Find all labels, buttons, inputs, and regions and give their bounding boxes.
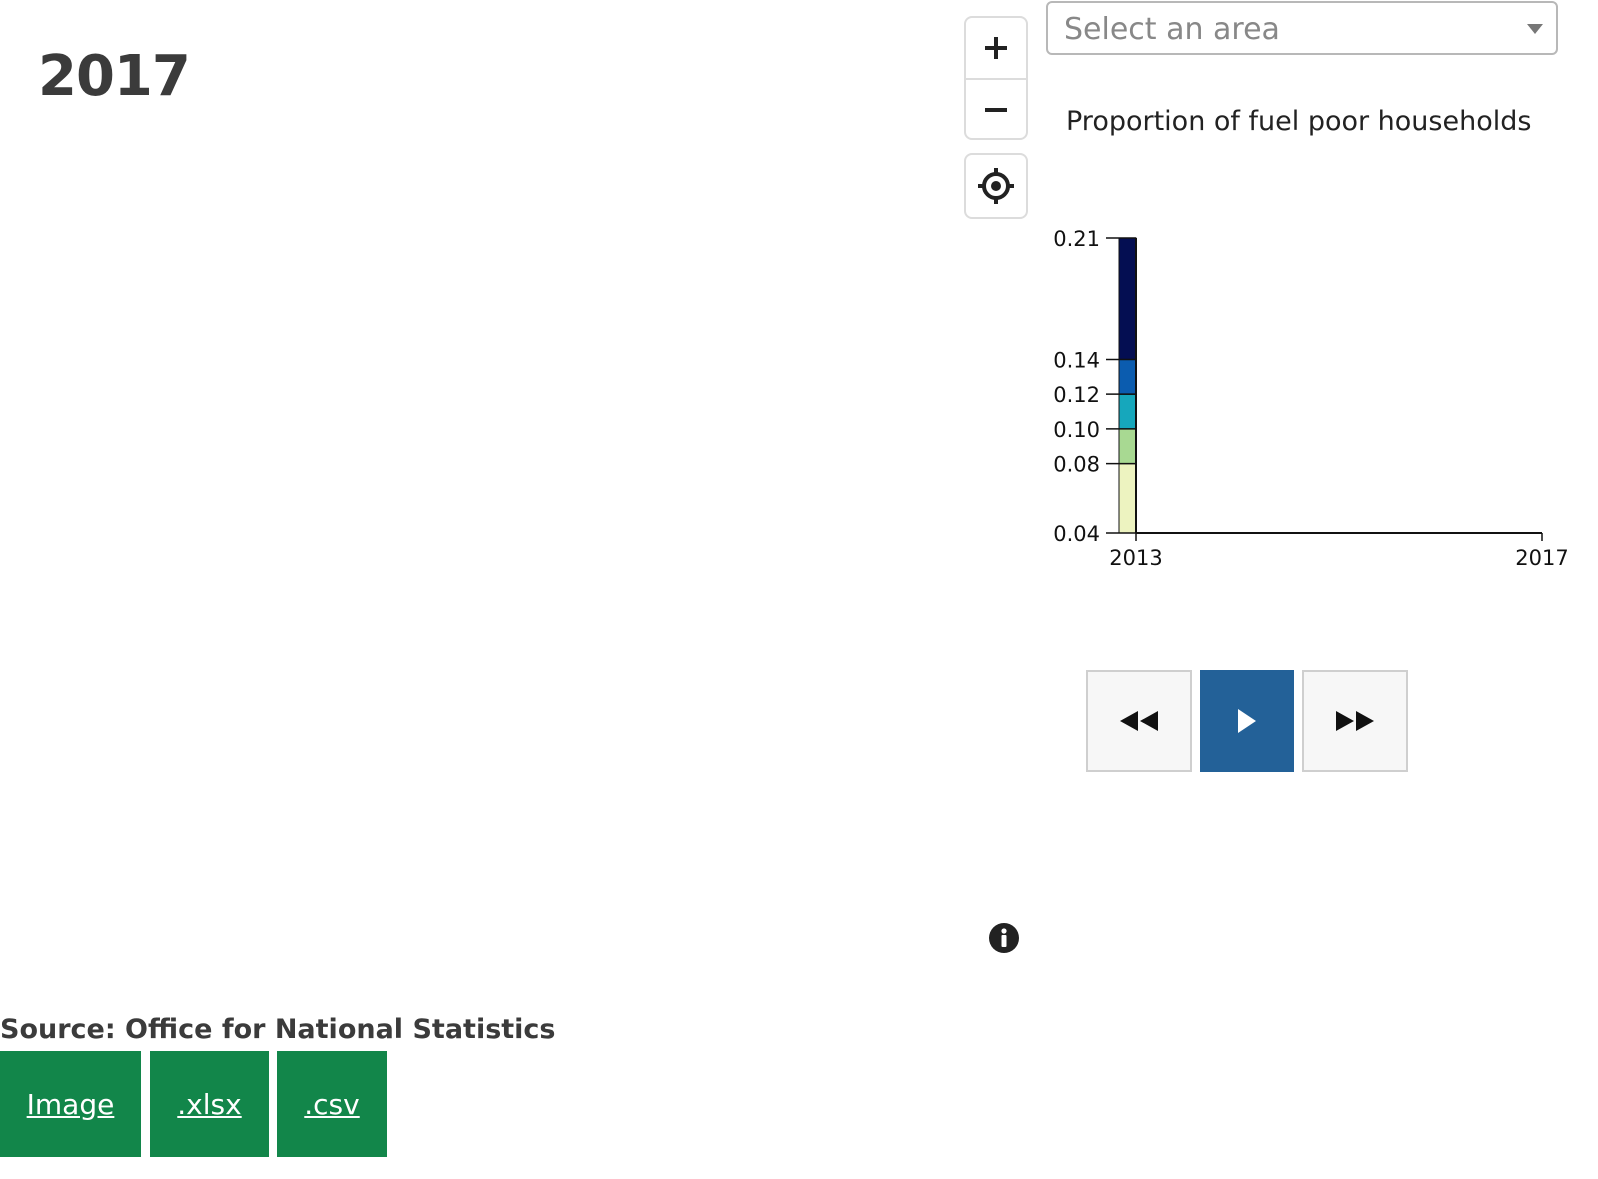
legend-band-0 [1118,463,1137,534]
info-icon[interactable] [988,922,1020,954]
fast-forward-icon [1336,711,1374,731]
year-title: 2017 [38,44,191,109]
legend-band-3 [1118,358,1137,395]
y-tick-label-5: 0.21 [1053,227,1100,251]
legend-band-4 [1118,237,1137,360]
locate-button[interactable] [964,153,1028,219]
download-image-button[interactable]: Image [0,1051,141,1157]
y-tick-label-1: 0.08 [1053,453,1100,477]
y-tick-label-3: 0.12 [1053,383,1100,407]
play-button[interactable] [1200,670,1294,772]
rewind-button[interactable] [1086,670,1192,772]
legend-band-2 [1118,393,1137,430]
rewind-icon [1120,711,1158,731]
play-icon [1238,709,1256,733]
zoom-out-button[interactable] [966,78,1026,140]
fast-forward-button[interactable] [1302,670,1408,772]
x-tick-label-0: 2013 [1109,546,1162,570]
legend-chart: 0.04 0.08 0.10 0.12 0.14 0.21 2013 2017 [1053,227,1568,570]
source-note: Source: Office for National Statistics [0,1014,556,1045]
chart-title: Proportion of fuel poor households [1066,106,1532,137]
zoom-in-button[interactable] [966,18,1026,78]
zoom-controls [964,16,1028,140]
y-tick-label-0: 0.04 [1053,522,1100,546]
minus-icon [985,108,1007,112]
x-tick-label-1: 2017 [1515,546,1568,570]
y-tick-label-4: 0.14 [1053,348,1100,372]
legend-band-1 [1118,428,1137,465]
plus-icon [985,37,1007,59]
chevron-down-icon [1527,24,1543,34]
y-tick-label-2: 0.10 [1053,418,1100,442]
area-select-placeholder: Select an area [1064,12,1280,47]
area-select[interactable]: Select an area [1046,1,1558,55]
download-xlsx-button[interactable]: .xlsx [150,1051,269,1157]
download-csv-button[interactable]: .csv [277,1051,387,1157]
crosshair-icon [978,168,1014,204]
